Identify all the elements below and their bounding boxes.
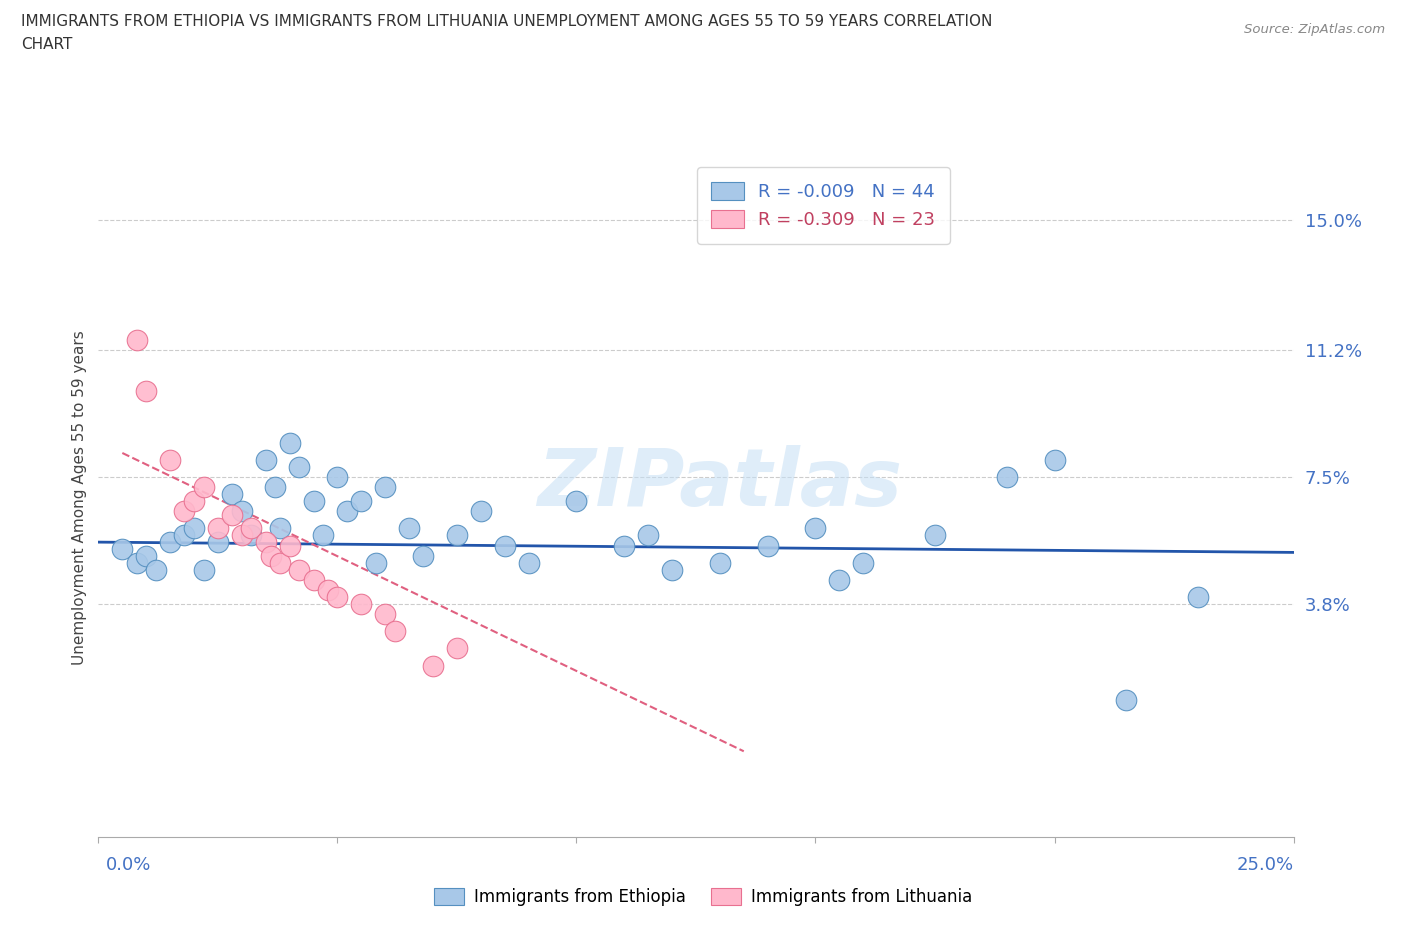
Point: [924, 528, 946, 543]
Point: [135, 549, 157, 564]
Text: 25.0%: 25.0%: [1236, 856, 1294, 873]
Point: [288, 562, 311, 577]
Point: [637, 528, 659, 543]
Point: [336, 504, 359, 519]
Point: [517, 555, 540, 570]
Point: [207, 521, 229, 536]
Point: [326, 590, 349, 604]
Point: [1043, 452, 1066, 467]
Point: [302, 572, 325, 587]
Point: [278, 538, 301, 553]
Point: [446, 528, 468, 543]
Point: [852, 555, 875, 570]
Point: [231, 528, 253, 543]
Legend: R = -0.009   N = 44, R = -0.309   N = 23: R = -0.009 N = 44, R = -0.309 N = 23: [697, 167, 950, 244]
Point: [446, 641, 468, 656]
Point: [240, 528, 263, 543]
Point: [756, 538, 779, 553]
Point: [125, 332, 148, 347]
Point: [326, 470, 349, 485]
Point: [183, 494, 205, 509]
Point: [422, 658, 444, 673]
Text: CHART: CHART: [21, 37, 73, 52]
Point: [111, 541, 134, 556]
Point: [350, 596, 373, 611]
Point: [374, 606, 396, 621]
Point: [316, 583, 339, 598]
Point: [269, 555, 291, 570]
Point: [470, 504, 492, 519]
Point: [1115, 693, 1137, 708]
Point: [221, 486, 243, 501]
Point: [804, 521, 827, 536]
Point: [494, 538, 516, 553]
Point: [254, 535, 277, 550]
Point: [312, 528, 335, 543]
Point: [709, 555, 731, 570]
Point: [221, 507, 243, 522]
Point: [269, 521, 291, 536]
Point: [183, 521, 205, 536]
Point: [278, 435, 301, 450]
Text: 0.0%: 0.0%: [105, 856, 150, 873]
Point: [173, 504, 195, 519]
Point: [412, 549, 434, 564]
Point: [1187, 590, 1209, 604]
Point: [145, 562, 167, 577]
Legend: Immigrants from Ethiopia, Immigrants from Lithuania: Immigrants from Ethiopia, Immigrants fro…: [427, 881, 979, 912]
Point: [240, 521, 263, 536]
Point: [259, 549, 281, 564]
Point: [374, 480, 396, 495]
Point: [302, 494, 325, 509]
Point: [565, 494, 588, 509]
Point: [135, 384, 157, 399]
Point: [254, 452, 277, 467]
Point: [350, 494, 373, 509]
Point: [364, 555, 387, 570]
Point: [384, 624, 406, 639]
Point: [613, 538, 636, 553]
Point: [398, 521, 420, 536]
Point: [125, 555, 148, 570]
Point: [288, 459, 311, 474]
Point: [193, 480, 215, 495]
Point: [207, 535, 229, 550]
Point: [231, 504, 253, 519]
Point: [193, 562, 215, 577]
Point: [828, 572, 851, 587]
Text: Source: ZipAtlas.com: Source: ZipAtlas.com: [1244, 23, 1385, 36]
Point: [661, 562, 683, 577]
Point: [173, 528, 195, 543]
Text: IMMIGRANTS FROM ETHIOPIA VS IMMIGRANTS FROM LITHUANIA UNEMPLOYMENT AMONG AGES 55: IMMIGRANTS FROM ETHIOPIA VS IMMIGRANTS F…: [21, 14, 993, 29]
Point: [159, 452, 181, 467]
Point: [159, 535, 181, 550]
Point: [264, 480, 287, 495]
Text: ZIPatlas: ZIPatlas: [537, 445, 903, 523]
Point: [995, 470, 1018, 485]
Y-axis label: Unemployment Among Ages 55 to 59 years: Unemployment Among Ages 55 to 59 years: [72, 330, 87, 665]
